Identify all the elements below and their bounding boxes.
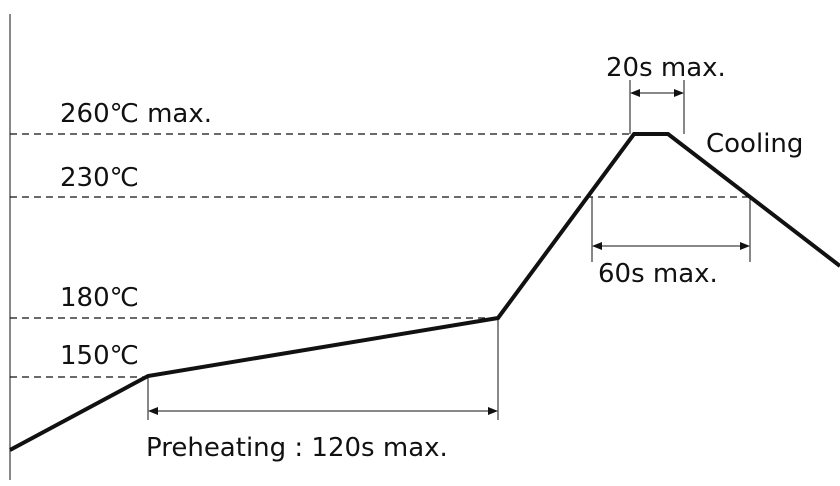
preheat-time-arrow xyxy=(148,407,498,415)
temperature-profile-line xyxy=(9,132,840,452)
cooling-label: Cooling xyxy=(706,129,803,159)
peak-time-arrow xyxy=(630,89,684,97)
peak-time-label: 20s max. xyxy=(606,53,726,83)
label-230: 230℃ xyxy=(60,163,139,193)
label-260: 260℃ max. xyxy=(60,99,212,129)
label-180: 180℃ xyxy=(60,283,139,313)
above-230-time-arrow xyxy=(592,242,750,250)
preheating-label: Preheating : 120s max. xyxy=(146,433,448,463)
label-150: 150℃ xyxy=(60,341,139,371)
above-230-time-label: 60s max. xyxy=(598,259,718,289)
